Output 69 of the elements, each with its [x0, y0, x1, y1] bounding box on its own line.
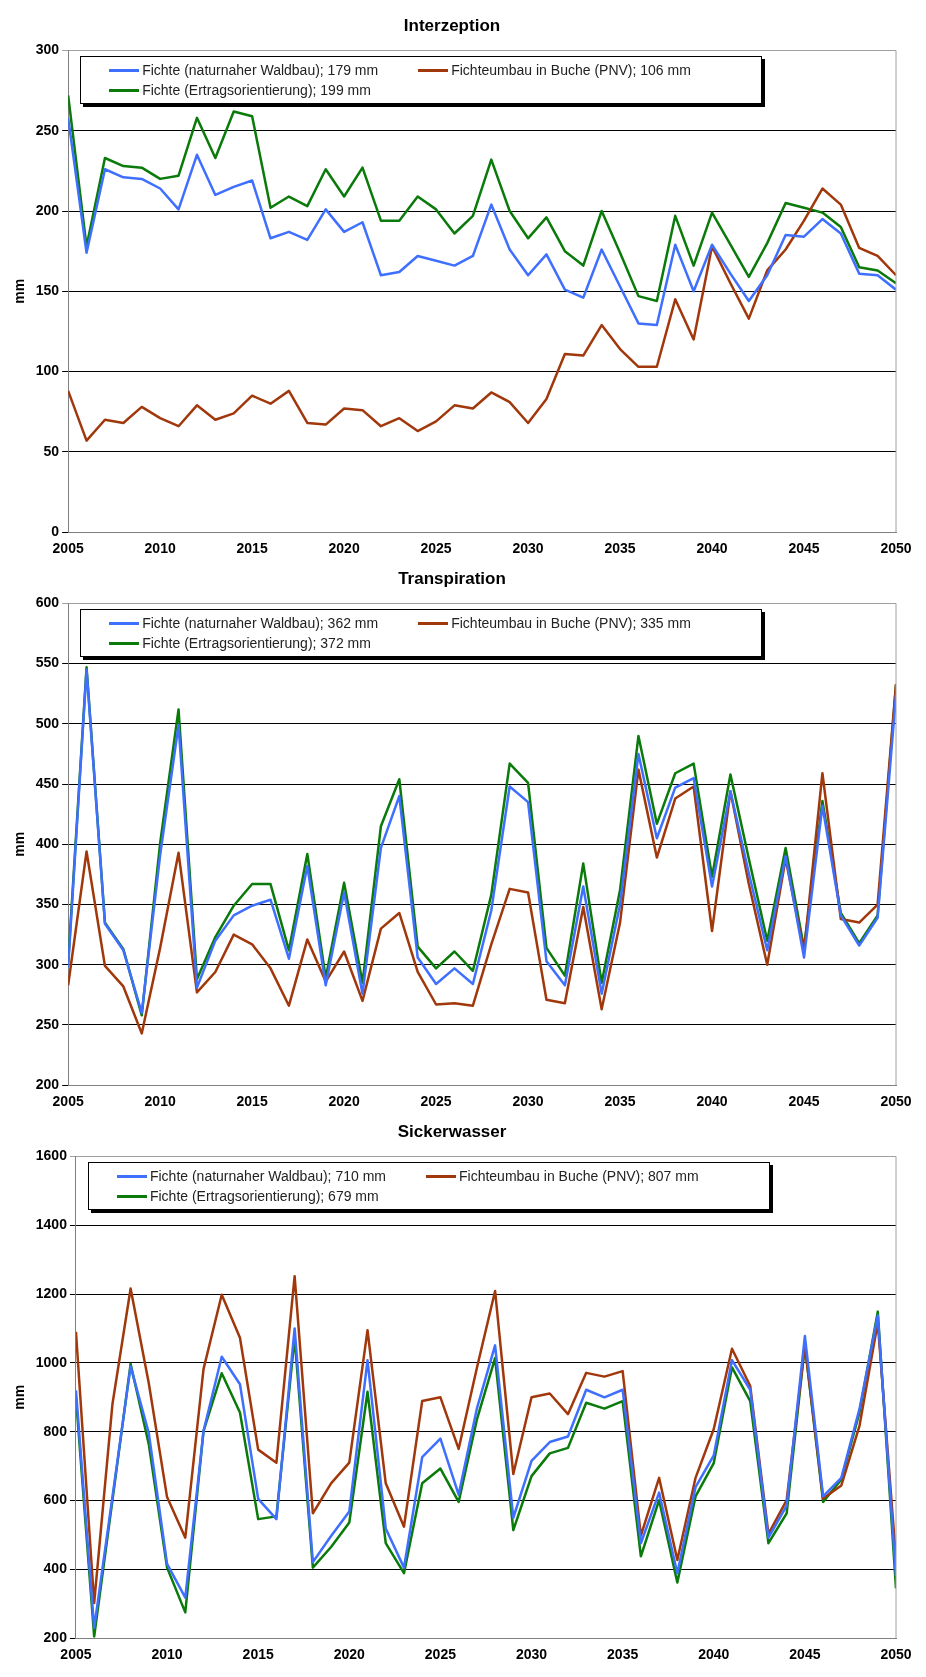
legend-label: Fichteumbau in Buche (PNV); 106 mm	[451, 62, 691, 79]
legend-label: Fichteumbau in Buche (PNV); 335 mm	[451, 615, 691, 632]
x-tick-label: 2045	[788, 540, 820, 557]
x-tick-label: 2025	[424, 1646, 457, 1663]
y-tick-label: 250	[35, 1015, 60, 1032]
y-tick-label: 800	[43, 1422, 68, 1439]
y-axis-title: mm	[11, 1384, 28, 1410]
y-tick-label: 0	[51, 523, 60, 540]
y-tick-label: 300	[35, 41, 60, 58]
x-tick-label: 2020	[328, 1093, 360, 1110]
y-tick-label: 200	[35, 201, 60, 218]
y-tick-label: 450	[35, 774, 60, 791]
legend-label: Fichte (naturnaher Waldbau); 710 mm	[149, 1168, 386, 1185]
y-tick-label: 200	[35, 1076, 60, 1093]
x-tick-label: 2050	[880, 1093, 912, 1110]
x-tick-label: 2015	[242, 1646, 274, 1663]
x-tick-label: 2035	[607, 1646, 639, 1663]
x-tick-label: 2040	[698, 1646, 730, 1663]
x-tick-label: 2045	[788, 1093, 820, 1110]
y-tick-label: 400	[43, 1560, 68, 1577]
x-tick-label: 2030	[512, 1093, 544, 1110]
legend-label: Fichteumbau in Buche (PNV); 807 mm	[458, 1168, 699, 1185]
x-tick-label: 2020	[328, 540, 360, 557]
x-tick-label: 2010	[144, 540, 176, 557]
chart-title: Interzeption	[403, 15, 501, 35]
x-tick-label: 2030	[512, 540, 544, 557]
x-tick-label: 2005	[60, 1646, 92, 1663]
x-tick-label: 2050	[880, 1646, 912, 1663]
x-tick-label: 2010	[151, 1646, 183, 1663]
x-tick-label: 2035	[604, 1093, 636, 1110]
y-tick-label: 250	[35, 121, 60, 138]
y-tick-label: 150	[35, 282, 60, 299]
legend-label: Fichte (naturnaher Waldbau); 179 mm	[142, 62, 379, 79]
y-tick-label: 500	[35, 714, 60, 731]
x-tick-label: 2015	[236, 540, 268, 557]
y-tick-label: 1600	[35, 1147, 68, 1164]
y-tick-label: 200	[43, 1629, 68, 1646]
y-tick-label: 350	[35, 895, 60, 912]
x-tick-label: 2040	[696, 540, 728, 557]
y-axis-title: mm	[11, 278, 28, 304]
legend-label: Fichte (naturnaher Waldbau); 362 mm	[142, 615, 379, 632]
y-tick-label: 400	[35, 835, 60, 852]
chart-title: Transpiration	[398, 568, 506, 588]
x-tick-label: 2005	[52, 1093, 84, 1110]
y-tick-label: 1000	[35, 1353, 68, 1370]
x-tick-label: 2010	[144, 1093, 176, 1110]
x-tick-label: 2020	[333, 1646, 366, 1663]
x-tick-label: 2050	[880, 540, 912, 557]
x-tick-label: 2025	[420, 1093, 452, 1110]
y-tick-label: 550	[35, 654, 60, 671]
x-tick-label: 2025	[420, 540, 452, 557]
y-axis-title: mm	[11, 831, 28, 857]
y-tick-label: 100	[35, 362, 60, 379]
x-tick-label: 2030	[515, 1646, 548, 1663]
legend-label: Fichte (Ertragsorientierung); 372 mm	[142, 635, 371, 652]
y-tick-label: 300	[35, 955, 60, 972]
x-tick-label: 2035	[604, 540, 636, 557]
y-tick-label: 600	[43, 1491, 68, 1508]
x-tick-label: 2040	[696, 1093, 728, 1110]
x-tick-label: 2005	[52, 540, 84, 557]
legend-label: Fichte (Ertragsorientierung); 679 mm	[149, 1188, 379, 1205]
y-tick-label: 600	[35, 594, 60, 611]
legend-label: Fichte (Ertragsorientierung); 199 mm	[142, 82, 371, 99]
y-tick-label: 50	[43, 442, 60, 459]
y-tick-label: 1400	[35, 1216, 68, 1233]
x-tick-label: 2045	[789, 1646, 821, 1663]
y-tick-label: 1200	[35, 1284, 68, 1301]
chart-title: Sickerwasser	[397, 1121, 507, 1141]
x-tick-label: 2015	[236, 1093, 268, 1110]
